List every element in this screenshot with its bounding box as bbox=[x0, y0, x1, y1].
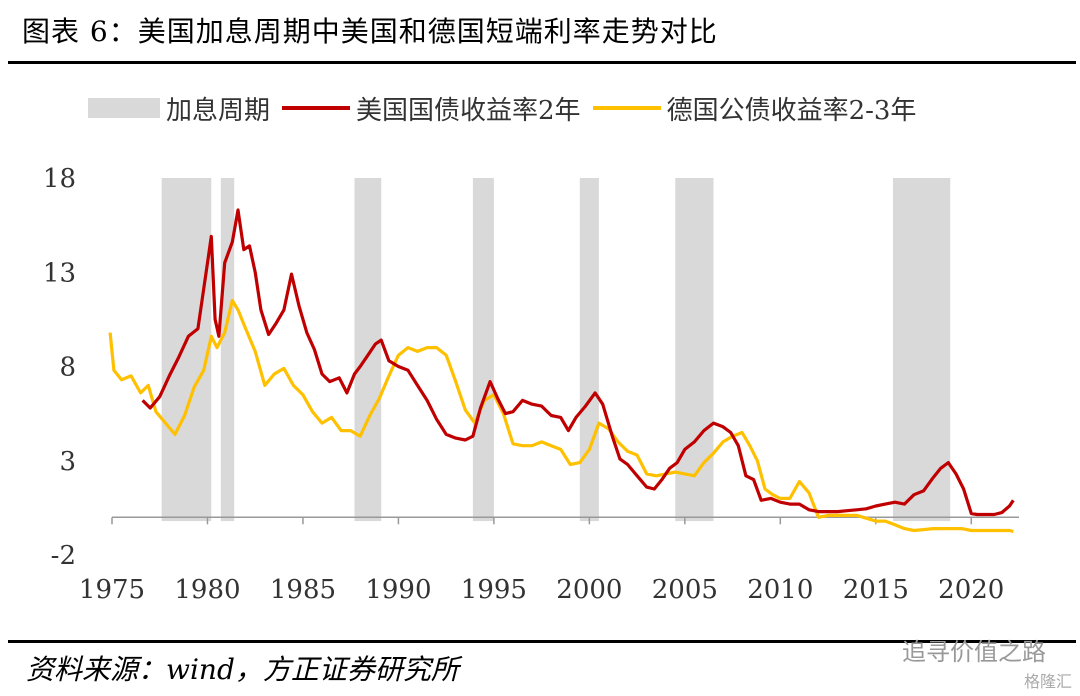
x-tick-label-5: 2000 bbox=[556, 575, 622, 605]
source-note: 资料来源：wind，方正证券研究所 bbox=[26, 653, 459, 686]
x-tick-label-4: 1995 bbox=[461, 575, 527, 605]
x-tick-label-0: 1975 bbox=[79, 575, 145, 605]
x-tick-label-2: 1985 bbox=[270, 575, 336, 605]
legend-item-bands: 加息周期 bbox=[88, 90, 270, 127]
rate-hike-bands bbox=[161, 178, 951, 522]
x-tick-label-1: 1980 bbox=[174, 575, 240, 605]
y-tick-label-0: 18 bbox=[43, 164, 76, 194]
hike-band-1 bbox=[220, 178, 235, 522]
hike-band-4 bbox=[579, 178, 599, 522]
y-tick-label-1: 13 bbox=[43, 258, 76, 288]
legend-label-us: 美国国债收益率2年 bbox=[356, 95, 581, 126]
y-tick-label-3: 3 bbox=[59, 447, 76, 477]
x-tick-label-8: 2015 bbox=[843, 575, 909, 605]
legend-label-de: 德国公债收益率2-3年 bbox=[666, 95, 917, 126]
x-tick-label-9: 2020 bbox=[938, 575, 1004, 605]
hike-band-6 bbox=[892, 178, 951, 522]
bottom-rule bbox=[8, 640, 1076, 643]
legend-item-us: 美国国债收益率2年 bbox=[282, 90, 581, 127]
legend-item-de: 德国公债收益率2-3年 bbox=[592, 90, 917, 127]
y-tick-label-4: -2 bbox=[51, 541, 76, 571]
chart-title: 图表 6：美国加息周期中美国和德国短端利率走势对比 bbox=[22, 15, 718, 48]
hike-band-0 bbox=[161, 178, 212, 522]
x-tick-label-3: 1990 bbox=[365, 575, 431, 605]
legend: 加息周期 美国国债收益率2年 德国公债收益率2-3年 bbox=[88, 88, 928, 128]
series-lines bbox=[108, 208, 1015, 533]
watermark: 追寻价值之路 bbox=[902, 638, 1046, 666]
y-tick-label-2: 8 bbox=[59, 353, 76, 383]
legend-swatch-bands bbox=[88, 98, 160, 118]
watermark-logo: 格隆汇 bbox=[1023, 672, 1072, 691]
hike-band-5 bbox=[675, 178, 714, 522]
hike-band-3 bbox=[472, 178, 494, 522]
series-us-2y bbox=[141, 208, 1015, 517]
legend-swatch-de bbox=[592, 106, 661, 110]
legend-label-bands: 加息周期 bbox=[166, 95, 271, 126]
top-rule bbox=[8, 61, 1076, 64]
hike-band-2 bbox=[354, 178, 382, 522]
x-tick-label-6: 2005 bbox=[652, 575, 718, 605]
legend-swatch-us bbox=[282, 106, 351, 110]
series-de-2-3y bbox=[108, 298, 1014, 533]
x-tick-label-7: 2010 bbox=[747, 575, 813, 605]
